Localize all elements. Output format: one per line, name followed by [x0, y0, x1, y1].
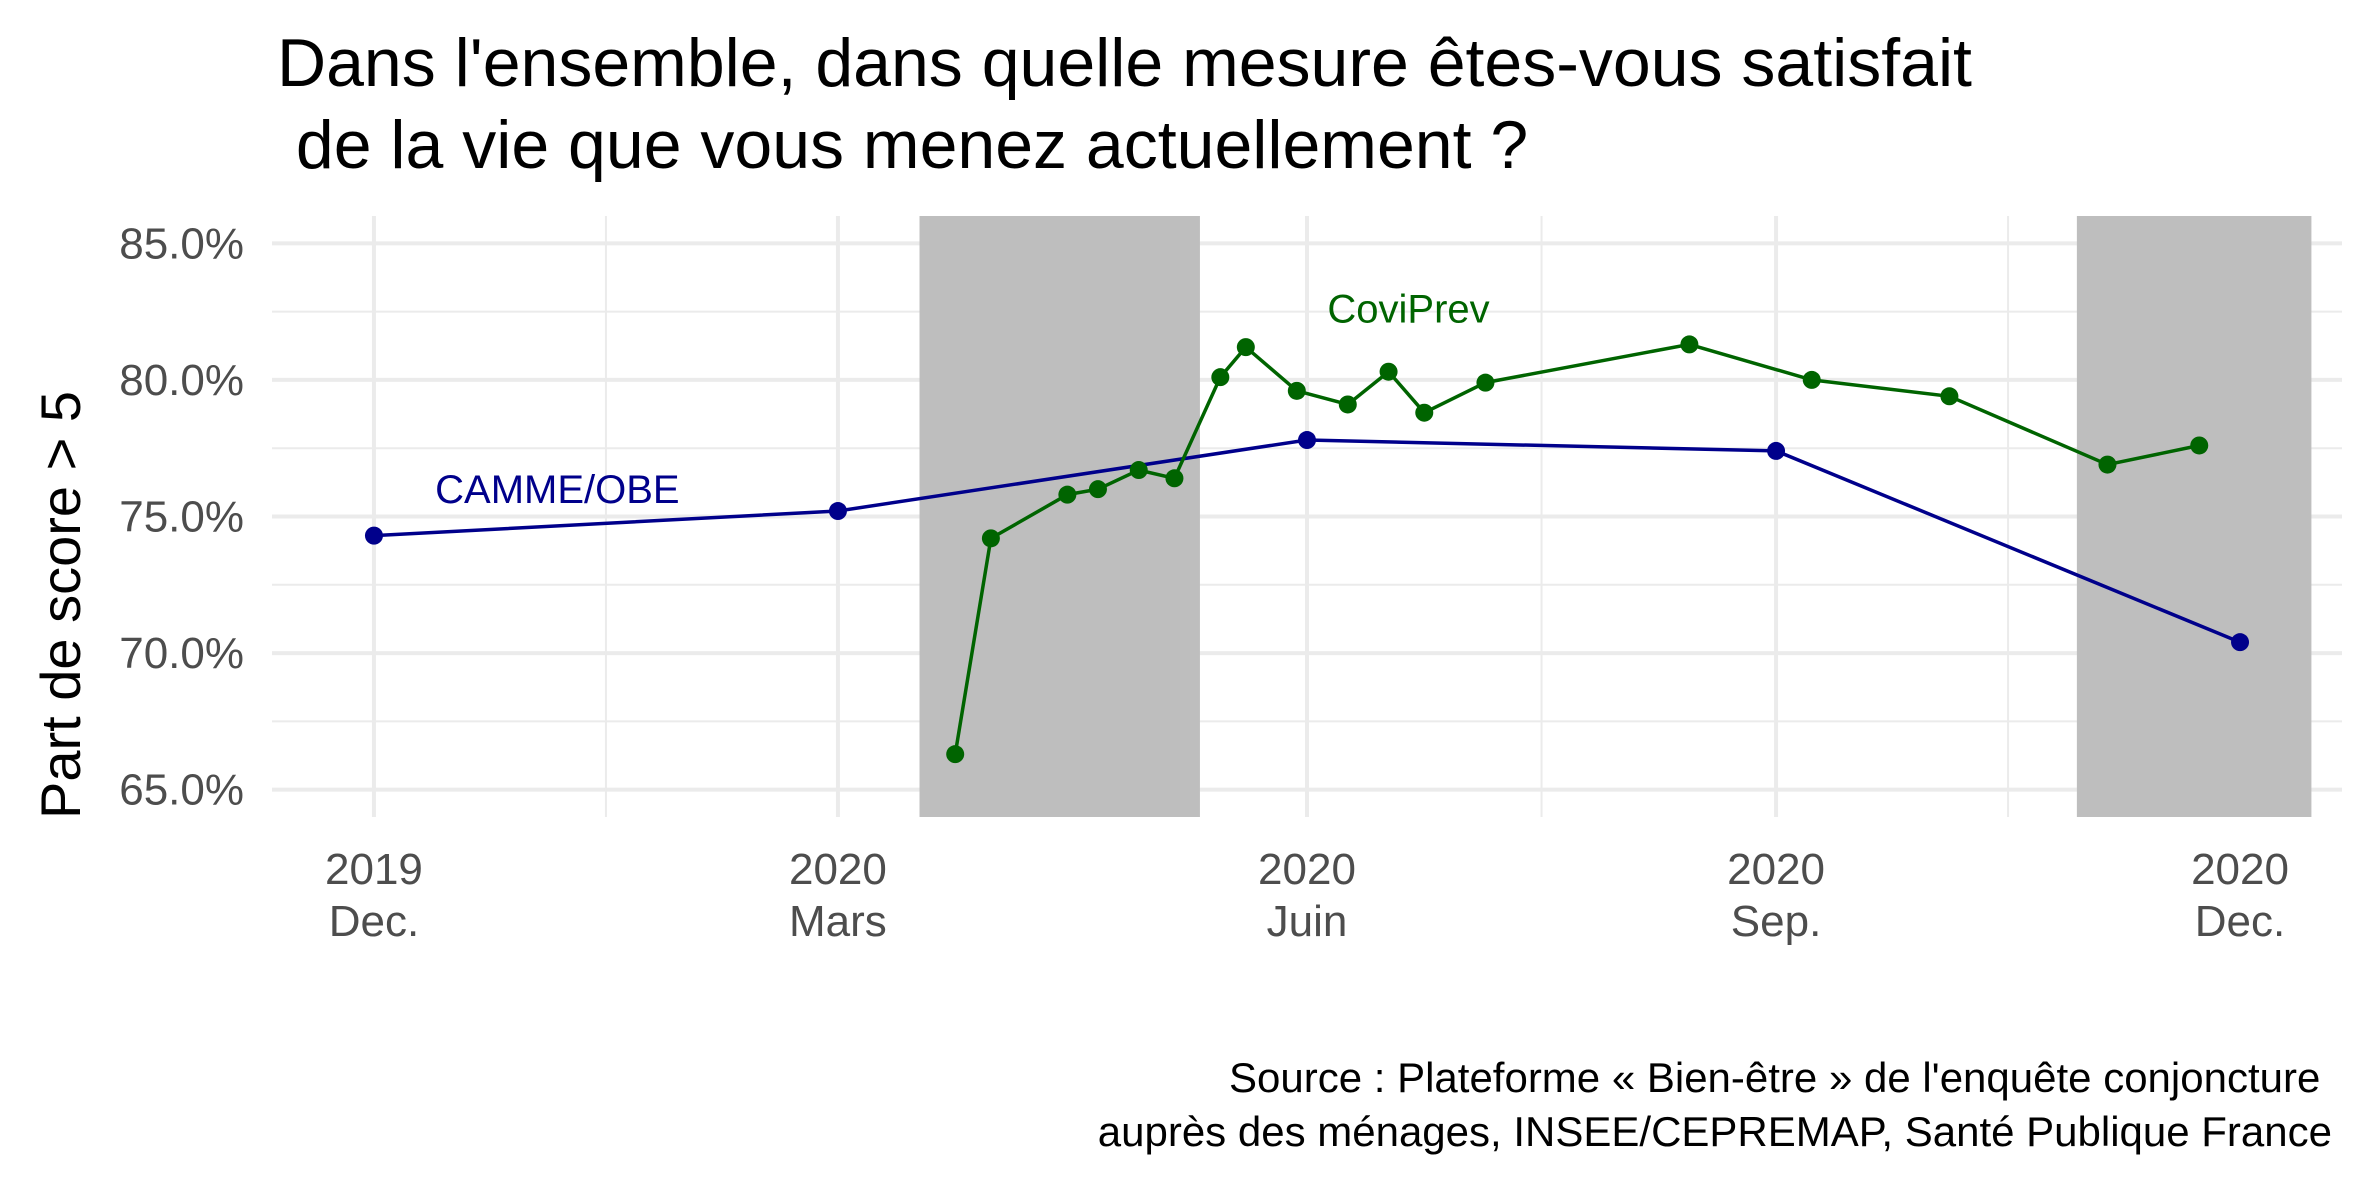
x-tick-year: 2019 — [325, 845, 423, 894]
data-point-coviprev — [2098, 455, 2117, 474]
x-tick-year: 2020 — [1258, 845, 1356, 894]
y-tick-label: 65.0% — [119, 766, 244, 815]
x-tick-year: 2020 — [789, 845, 887, 894]
data-point-coviprev — [1287, 381, 1306, 400]
series-label-coviprev: CoviPrev — [1327, 288, 1489, 332]
y-axis-ticks: 65.0% 70.0% 75.0% 80.0% 85.0% — [119, 219, 244, 814]
data-point-coviprev — [1680, 335, 1699, 354]
caption-line-2: auprès des ménages, INSEE/CEPREMAP, Sant… — [1098, 1108, 2332, 1155]
x-tick-month: Sep. — [1731, 897, 1822, 946]
y-tick-label: 70.0% — [119, 629, 244, 678]
data-point-coviprev — [1415, 403, 1434, 422]
data-point-camme-obe — [828, 502, 847, 521]
data-point-coviprev — [1940, 387, 1959, 406]
data-point-camme-obe — [364, 526, 383, 545]
y-tick-label: 75.0% — [119, 493, 244, 542]
data-point-camme-obe — [2231, 633, 2250, 652]
data-point-camme-obe — [1298, 431, 1316, 450]
shaded-periods — [919, 216, 2312, 817]
x-tick-year: 2020 — [2191, 845, 2289, 894]
x-tick-month: Mars — [789, 897, 887, 946]
data-point-coviprev — [1058, 485, 1077, 504]
y-tick-label: 85.0% — [119, 219, 244, 268]
data-point-coviprev — [1476, 373, 1495, 392]
data-point-coviprev — [2190, 436, 2209, 455]
data-point-coviprev — [1088, 480, 1107, 499]
chart-title-line-1: Dans l'ensemble, dans quelle mesure êtes… — [277, 25, 1972, 101]
data-point-coviprev — [946, 745, 965, 764]
data-point-coviprev — [1379, 362, 1398, 381]
y-axis-label: Part de score > 5 — [29, 391, 92, 819]
data-point-coviprev — [1236, 338, 1255, 357]
data-point-coviprev — [1802, 370, 1821, 389]
x-tick-year: 2020 — [1727, 845, 1825, 894]
x-tick-month: Dec. — [329, 897, 419, 946]
series-layer — [364, 335, 2250, 764]
grid — [272, 216, 2342, 817]
shaded-period-2 — [2076, 216, 2312, 817]
data-point-coviprev — [1165, 469, 1184, 488]
data-point-camme-obe — [1767, 441, 1786, 460]
x-tick-month: Dec. — [2195, 897, 2285, 946]
data-point-coviprev — [1211, 368, 1230, 387]
shaded-period-1 — [919, 216, 1200, 817]
y-tick-label: 80.0% — [119, 356, 244, 405]
data-point-coviprev — [1338, 395, 1357, 414]
data-point-coviprev — [981, 529, 1000, 548]
series-labels: CAMME/OBE CoviPrev — [435, 288, 1490, 512]
caption-line-1: Source : Plateforme « Bien-être » de l'e… — [1229, 1054, 2332, 1101]
chart-title-line-2: de la vie que vous menez actuellement ? — [277, 107, 1528, 183]
data-point-coviprev — [1129, 461, 1148, 480]
series-label-camme-obe: CAMME/OBE — [435, 468, 679, 512]
x-tick-month: Juin — [1267, 897, 1348, 946]
